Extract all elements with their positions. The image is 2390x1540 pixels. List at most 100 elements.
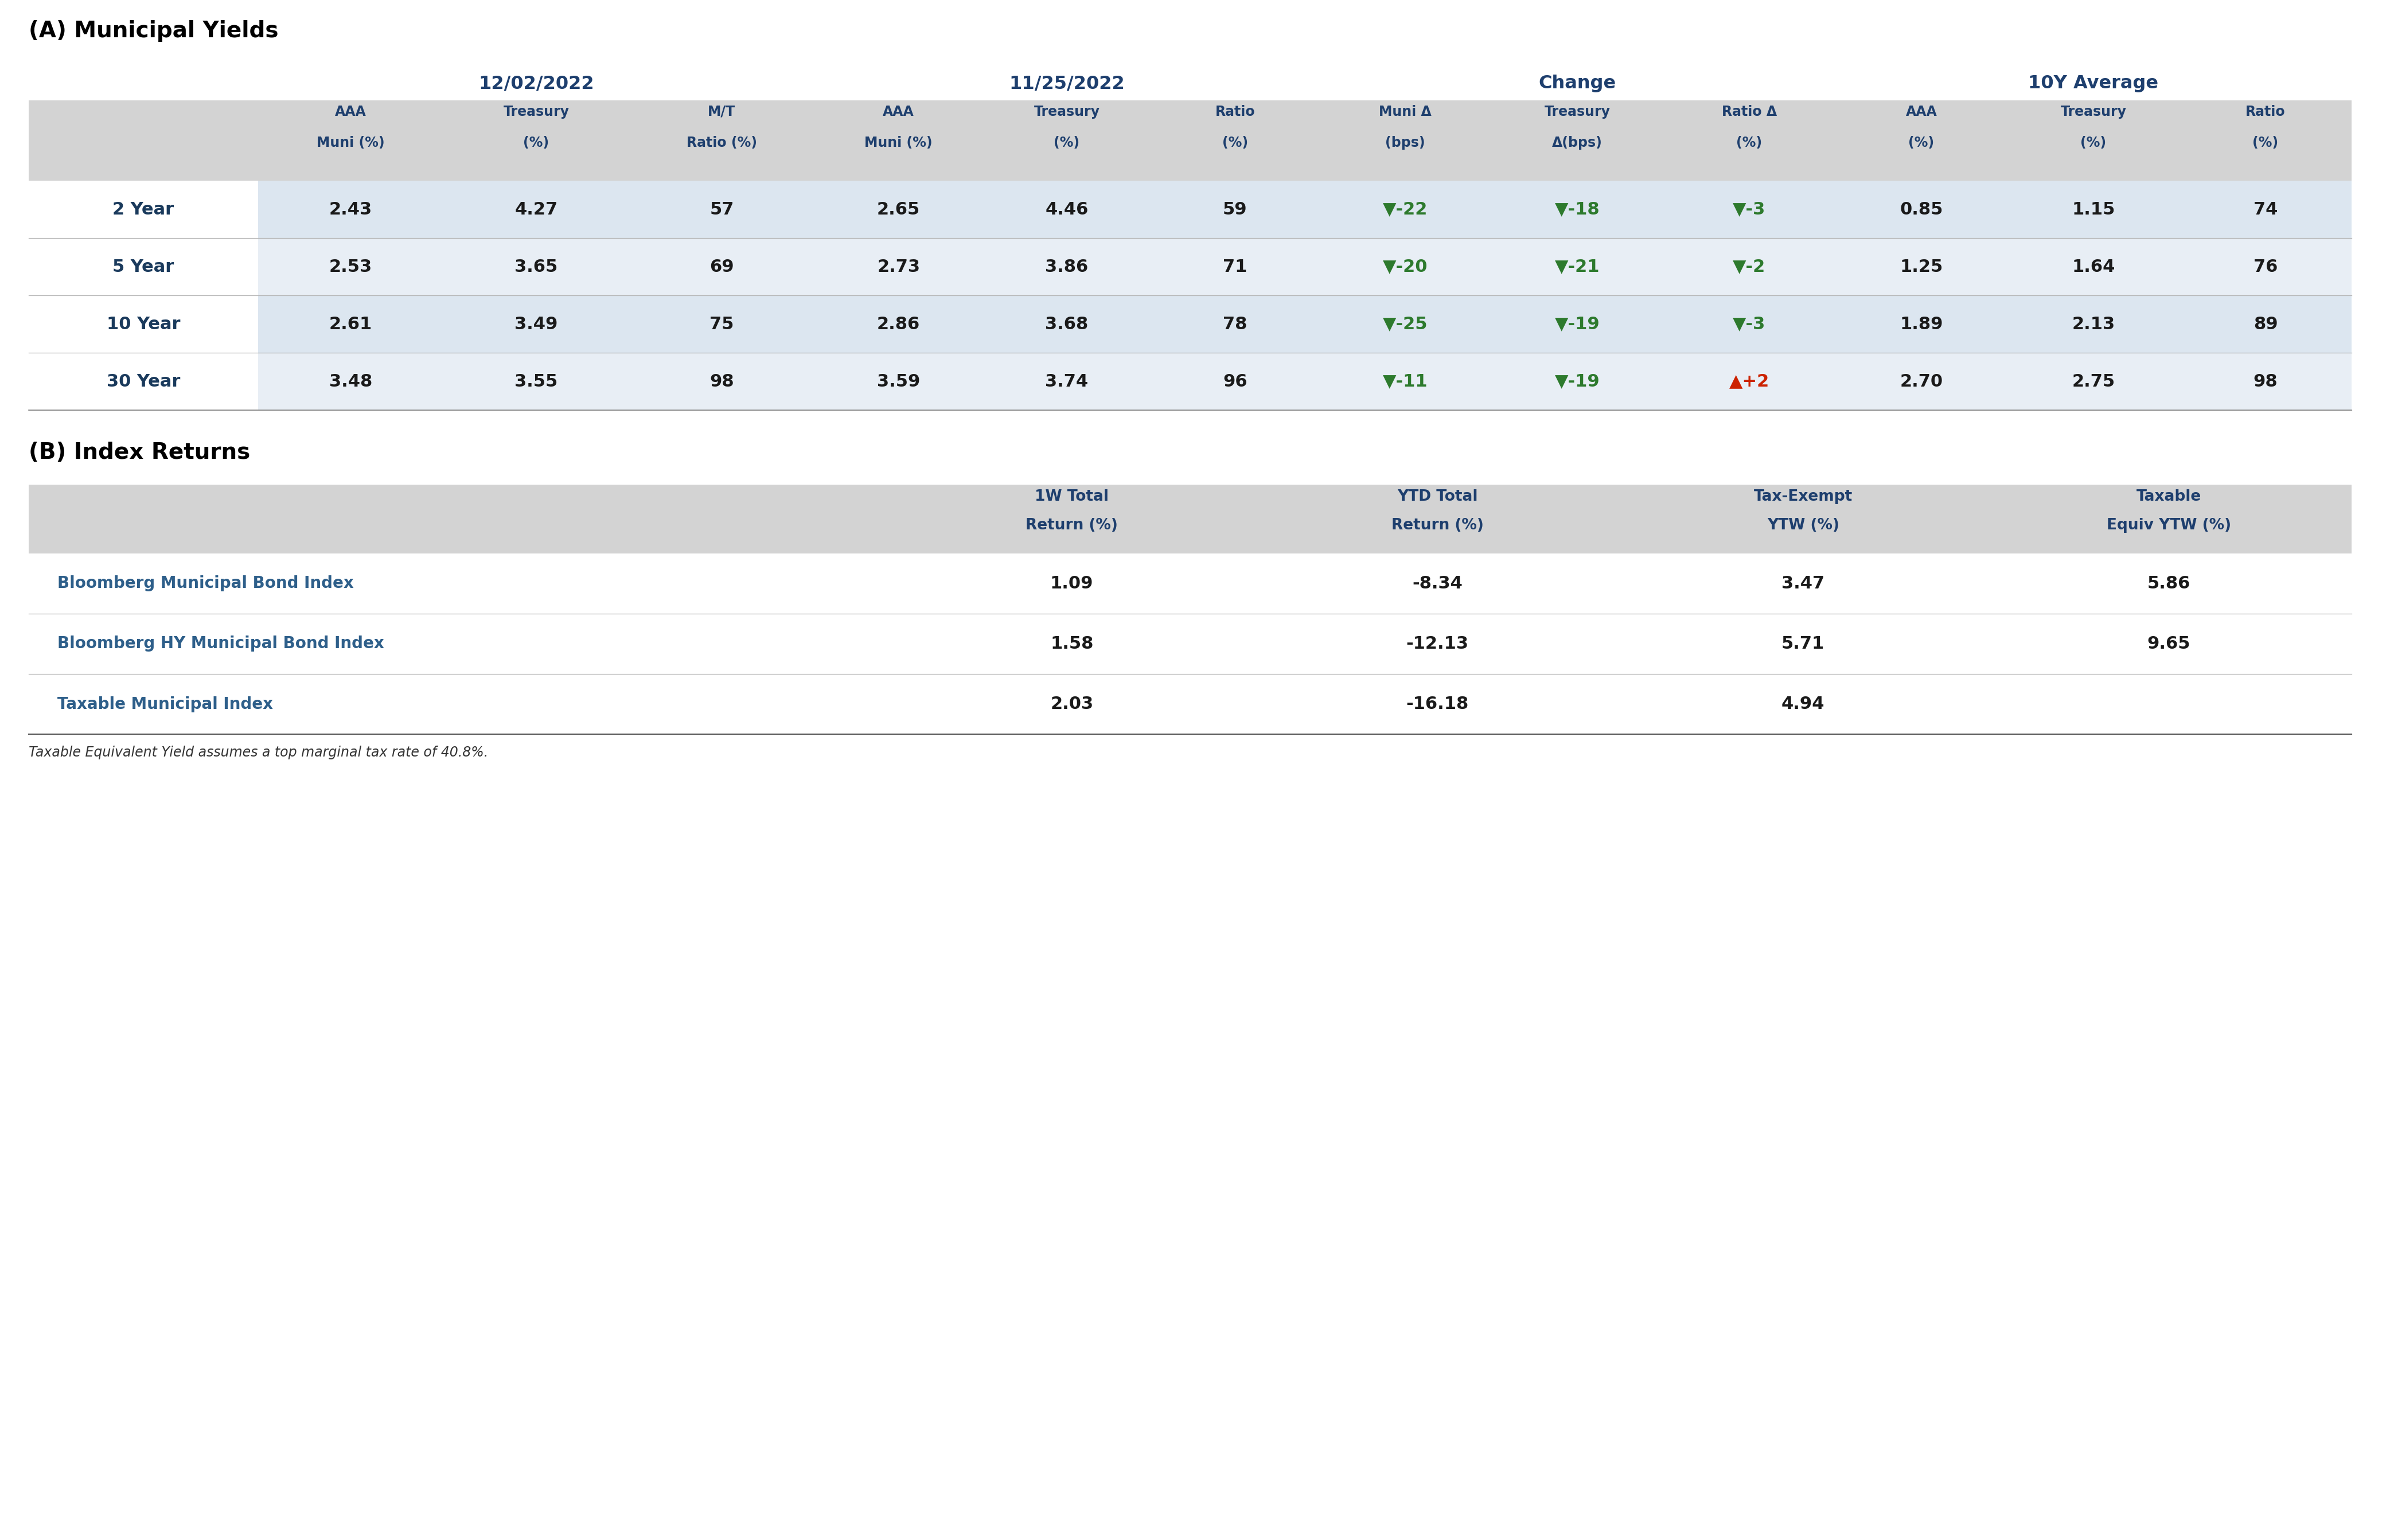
Text: 4.27: 4.27: [514, 202, 557, 217]
Text: 57: 57: [710, 202, 734, 217]
Text: -12.13: -12.13: [1405, 636, 1470, 651]
Text: (A) Municipal Yields: (A) Municipal Yields: [29, 20, 280, 42]
Text: 98: 98: [710, 373, 734, 390]
Text: Taxable: Taxable: [2137, 490, 2201, 504]
Text: 3.86: 3.86: [1044, 259, 1087, 276]
Text: ▼-2: ▼-2: [1733, 259, 1766, 276]
Text: 2.86: 2.86: [877, 316, 920, 333]
Text: Ratio: Ratio: [2247, 105, 2285, 119]
Text: 1.58: 1.58: [1049, 636, 1095, 651]
Text: AAA: AAA: [335, 105, 366, 119]
Text: Taxable Equivalent Yield assumes a top marginal tax rate of 40.8%.: Taxable Equivalent Yield assumes a top m…: [29, 745, 488, 759]
Text: 74: 74: [2254, 202, 2278, 217]
Text: ▼-25: ▼-25: [1384, 316, 1427, 333]
Text: (%): (%): [1054, 136, 1080, 149]
Text: 2.73: 2.73: [877, 259, 920, 276]
Text: ▼-22: ▼-22: [1384, 202, 1427, 217]
Text: 89: 89: [2254, 316, 2278, 333]
Bar: [258, 353, 2352, 410]
Text: 3.48: 3.48: [330, 373, 373, 390]
Text: 2.43: 2.43: [330, 202, 373, 217]
Text: Treasury: Treasury: [2060, 105, 2127, 119]
Text: Ratio Δ: Ratio Δ: [1721, 105, 1776, 119]
Text: 4.94: 4.94: [1781, 696, 1824, 713]
Text: Treasury: Treasury: [1544, 105, 1611, 119]
Text: Muni (%): Muni (%): [865, 136, 932, 149]
Text: 2.03: 2.03: [1049, 696, 1092, 713]
Text: ▼-19: ▼-19: [1554, 316, 1599, 333]
Text: Muni (%): Muni (%): [318, 136, 385, 149]
Text: 1.25: 1.25: [1900, 259, 1943, 276]
Text: 2.61: 2.61: [330, 316, 373, 333]
Text: ▼-18: ▼-18: [1556, 202, 1599, 217]
Text: 1.09: 1.09: [1049, 576, 1095, 591]
Text: 3.49: 3.49: [514, 316, 557, 333]
Text: 11/25/2022: 11/25/2022: [1009, 74, 1126, 92]
Text: Taxable Municipal Index: Taxable Municipal Index: [57, 696, 272, 711]
Text: ▲+2: ▲+2: [1730, 373, 1769, 390]
Text: 3.59: 3.59: [877, 373, 920, 390]
Text: Treasury: Treasury: [1035, 105, 1099, 119]
Text: YTW (%): YTW (%): [1766, 517, 1840, 533]
Text: 59: 59: [1224, 202, 1248, 217]
Text: (%): (%): [523, 136, 550, 149]
Text: Equiv YTW (%): Equiv YTW (%): [2106, 517, 2230, 533]
Text: 2.13: 2.13: [2072, 316, 2115, 333]
Text: 76: 76: [2254, 259, 2278, 276]
Text: (bps): (bps): [1386, 136, 1424, 149]
Bar: [29, 485, 2352, 553]
Text: 10Y Average: 10Y Average: [2029, 74, 2158, 92]
Text: 1.89: 1.89: [1900, 316, 1943, 333]
Text: 1.15: 1.15: [2072, 202, 2115, 217]
Text: 78: 78: [1224, 316, 1248, 333]
Text: Muni Δ: Muni Δ: [1379, 105, 1432, 119]
Text: 3.68: 3.68: [1044, 316, 1087, 333]
Text: ▼-3: ▼-3: [1733, 202, 1766, 217]
Text: 3.47: 3.47: [1781, 576, 1824, 591]
Text: 10 Year: 10 Year: [108, 316, 179, 333]
Text: 2.53: 2.53: [330, 259, 373, 276]
Text: (%): (%): [2082, 136, 2106, 149]
Text: 75: 75: [710, 316, 734, 333]
Text: 2.70: 2.70: [1900, 373, 1943, 390]
Text: YTD Total: YTD Total: [1398, 490, 1477, 504]
Bar: [29, 180, 258, 239]
Text: (%): (%): [1738, 136, 1761, 149]
Text: 0.85: 0.85: [1900, 202, 1943, 217]
Bar: [29, 296, 258, 353]
Text: Ratio: Ratio: [1214, 105, 1255, 119]
Text: Treasury: Treasury: [504, 105, 569, 119]
Text: ▼-21: ▼-21: [1556, 259, 1599, 276]
Text: 98: 98: [2254, 373, 2278, 390]
Text: 12/02/2022: 12/02/2022: [478, 74, 595, 92]
Text: Change: Change: [1539, 74, 1616, 92]
Bar: [258, 296, 2352, 353]
Text: ▼-19: ▼-19: [1554, 373, 1599, 390]
Text: ▼-11: ▼-11: [1384, 373, 1427, 390]
Text: 1W Total: 1W Total: [1035, 490, 1109, 504]
Text: 2 Year: 2 Year: [112, 202, 174, 217]
Text: 5.86: 5.86: [2146, 576, 2189, 591]
Text: -8.34: -8.34: [1412, 576, 1463, 591]
Text: Bloomberg Municipal Bond Index: Bloomberg Municipal Bond Index: [57, 576, 354, 591]
Text: Bloomberg HY Municipal Bond Index: Bloomberg HY Municipal Bond Index: [57, 636, 385, 651]
Text: 9.65: 9.65: [2146, 636, 2189, 651]
Text: 2.75: 2.75: [2072, 373, 2115, 390]
Text: AAA: AAA: [882, 105, 915, 119]
Text: 5 Year: 5 Year: [112, 259, 174, 276]
Bar: [258, 239, 2352, 296]
Text: (%): (%): [1221, 136, 1248, 149]
Text: Ratio (%): Ratio (%): [686, 136, 758, 149]
Text: 2.65: 2.65: [877, 202, 920, 217]
Text: Tax-Exempt: Tax-Exempt: [1754, 490, 1852, 504]
Text: 3.74: 3.74: [1044, 373, 1087, 390]
Text: AAA: AAA: [1905, 105, 1938, 119]
Text: M/T: M/T: [707, 105, 736, 119]
Bar: [29, 100, 2352, 180]
Text: 4.46: 4.46: [1044, 202, 1087, 217]
Text: ▼-3: ▼-3: [1733, 316, 1766, 333]
Text: (B) Index Returns: (B) Index Returns: [29, 442, 251, 464]
Text: 69: 69: [710, 259, 734, 276]
Text: 1.64: 1.64: [2072, 259, 2115, 276]
Bar: [258, 180, 2352, 239]
